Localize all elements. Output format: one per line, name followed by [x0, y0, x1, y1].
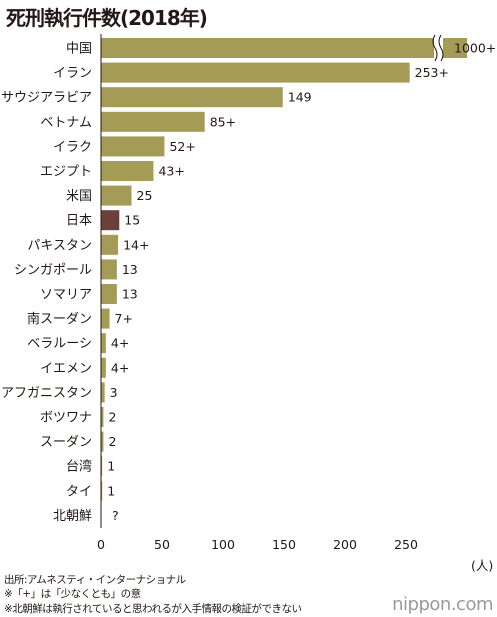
value-label-16: 2: [108, 410, 116, 425]
axis-break-line-left: [432, 34, 438, 62]
chart-notes: 出所:アムネスティ・インターナショナル ※「+」は「少なくとも」の意 ※北朝鮮は…: [4, 573, 302, 616]
value-label-4: 85+: [210, 114, 236, 129]
value-label-11: 13: [122, 287, 138, 302]
value-label-1: 1000+: [454, 41, 496, 56]
x-tick-label-4: 150: [272, 537, 296, 552]
bar-16: [101, 407, 104, 427]
value-label-3: 149: [288, 90, 312, 105]
value-label-12: 7+: [115, 311, 133, 326]
category-label-17: スーダン: [40, 435, 92, 450]
axis-break-mark: [432, 34, 444, 62]
category-label-20: 北朝鮮: [53, 509, 92, 524]
value-label-20: ?: [112, 508, 119, 523]
value-label-15: 3: [110, 385, 118, 400]
value-label-17: 2: [108, 434, 116, 449]
x-tick-label-1: 0: [97, 537, 105, 552]
value-label-8: 15: [124, 213, 140, 228]
x-tick-label-2: 50: [154, 537, 170, 552]
value-label-5: 52+: [169, 139, 195, 154]
bars: [101, 38, 467, 501]
category-label-4: ベトナム: [40, 115, 92, 130]
bar-9: [101, 234, 119, 255]
category-label-16: ボツワナ: [40, 411, 92, 426]
x-tick-label-6: 250: [394, 537, 418, 552]
bar-13: [101, 333, 106, 354]
category-label-1: 中国: [66, 42, 92, 57]
bar-6: [101, 161, 154, 181]
category-label-12: 南スーダン: [27, 311, 92, 327]
bar-4: [101, 111, 205, 132]
bar-18: [101, 456, 103, 477]
axis-break-gap: [434, 35, 443, 61]
value-label-10: 13: [122, 262, 138, 277]
value-labels: 1000+ 253+ 149 85+ 52+ 43+ 25 15 14+ 13 13 7+ 4+ 4+ 3 2…: [107, 41, 496, 523]
category-labels: 中国イランサウジアラビアベトナムイラクエジプト米国日本パキスタンシンガポールソマ…: [1, 42, 92, 524]
category-label-7: 米国: [66, 189, 92, 204]
category-label-19: タイ: [66, 484, 92, 499]
value-label-6: 43+: [158, 164, 184, 179]
category-label-13: ベラルーシ: [27, 337, 92, 352]
source-note: 出所:アムネスティ・インターナショナル: [4, 574, 186, 586]
category-label-3: サウジアラビア: [1, 91, 92, 106]
bar-8: [101, 210, 120, 231]
bar-5: [101, 136, 165, 157]
bar-11: [101, 284, 117, 304]
x-tick-labels: 0 50 100 150 200 250: [97, 537, 418, 552]
value-label-14: 4+: [111, 360, 129, 375]
bar-7: [101, 185, 132, 206]
x-tick-label-5: 200: [333, 537, 357, 552]
value-label-7: 25: [137, 188, 153, 203]
category-label-5: イラク: [53, 140, 92, 155]
category-label-15: アフガニスタン: [1, 386, 92, 401]
axis-break-line-right: [438, 34, 444, 62]
x-tick-label-3: 100: [211, 537, 235, 552]
value-label-18: 1: [107, 459, 115, 474]
value-label-13: 4+: [111, 336, 129, 351]
category-label-10: シンガポール: [14, 263, 92, 278]
plus-note: ※「+」は「少なくとも」の意: [4, 588, 141, 601]
bar-12: [101, 308, 110, 329]
bar-14: [101, 357, 106, 378]
category-label-14: イエメン: [40, 361, 92, 376]
bar-17: [101, 431, 104, 452]
category-label-8: 日本: [66, 214, 92, 229]
category-label-6: エジプト: [40, 165, 92, 180]
north-korea-note: ※北朝鮮は執行されていると思われるが入手情報の検証ができない: [4, 602, 302, 615]
x-axis-unit-label: (人): [471, 558, 494, 573]
value-label-19: 1: [107, 483, 115, 498]
nippon-logo: nippon.com: [392, 594, 493, 615]
category-label-18: 台湾: [66, 459, 92, 475]
chart-title: 死刑執行件数(2018年): [6, 6, 208, 30]
bar-10: [101, 259, 117, 280]
bar-15: [101, 382, 105, 403]
value-label-2: 253+: [415, 65, 449, 80]
value-label-9: 14+: [123, 237, 149, 252]
bar-2: [101, 62, 410, 83]
bar-19: [101, 480, 103, 501]
category-label-9: パキスタン: [27, 238, 92, 253]
bar-1: [101, 38, 467, 58]
category-label-2: イラン: [53, 66, 92, 81]
bar-3: [101, 87, 283, 108]
category-label-11: ソマリア: [40, 288, 92, 303]
